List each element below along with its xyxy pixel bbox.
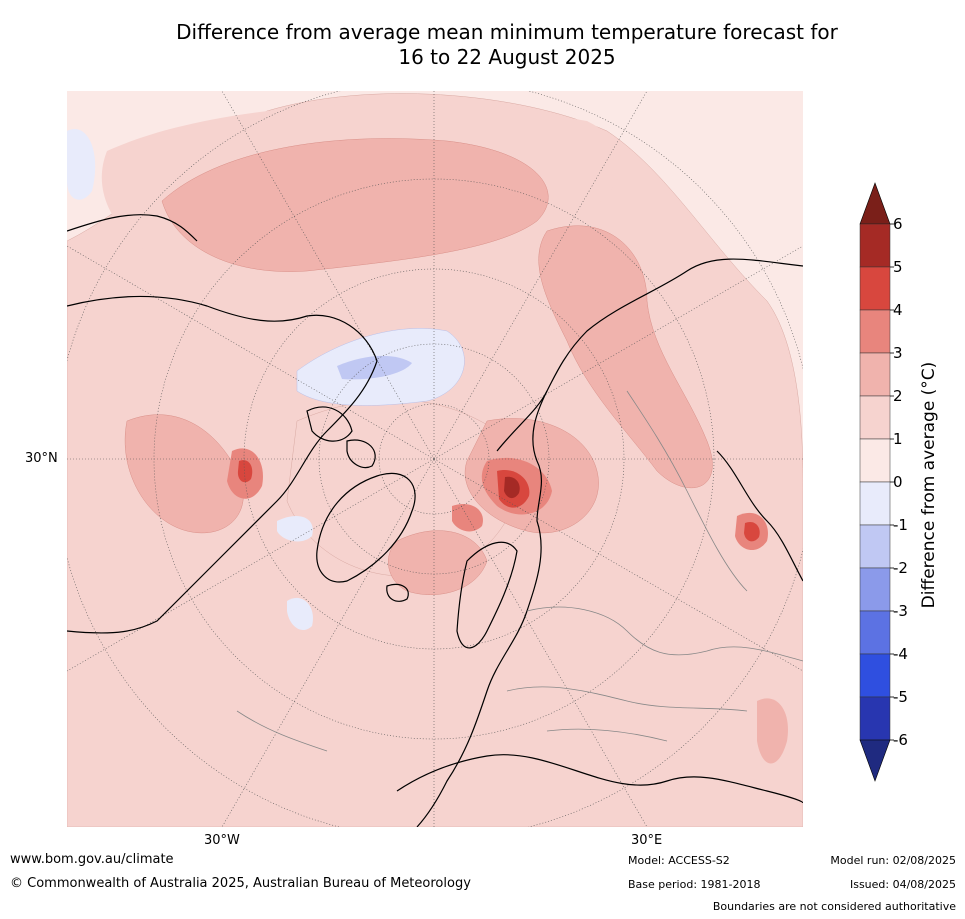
anomaly-band-4-5-b [744,521,760,542]
graticule [67,91,803,827]
lon-label-30w: 30°W [204,833,240,848]
anomaly-band-3-4-c [452,503,483,532]
colorbar-segment [859,223,891,268]
colorbar-segment [859,309,891,354]
anomaly-band-5-6 [504,476,520,499]
colorbar-tick-label: -5 [893,688,908,706]
colorbar-label: Difference from average (°C) [919,362,939,609]
colorbar-segment [859,567,891,612]
colorbar-tick-label: -6 [893,731,908,749]
lat-label-30n: 30°N [25,451,58,466]
disclaimer-text: Boundaries are not considered authoritat… [712,900,956,913]
colorbar-segment [859,696,891,741]
colorbar-tick-label: -3 [893,602,908,620]
anomaly-cool-e [277,516,313,542]
country-borders [236,390,803,752]
colorbar-segment [859,524,891,569]
lon-label-30e: 30°E [631,833,663,848]
colorbar-tick-label: 1 [893,430,903,448]
issued-text: Issued: 04/08/2025 [849,878,956,891]
colorbar-segment [859,395,891,440]
copyright-text: © Commonwealth of Australia 2025, Austra… [10,876,471,891]
colorbar-tick-label: -1 [893,516,908,534]
anomaly-band-4-5-c [237,460,253,483]
anomaly-band-2-3-b [538,225,713,488]
title-line-1: Difference from average mean minimum tem… [176,20,838,44]
colorbar-tick-label: -2 [893,559,908,577]
colorbar: 6 5 4 3 2 1 0 -1 -2 -3 -4 -5 -6 Difference from aver… [859,182,939,782]
title-line-2: 16 to 22 August 2025 [398,45,616,69]
colorbar-ticks: 6 5 4 3 2 1 0 -1 -2 -3 -4 -5 -6 [890,215,908,749]
colorbar-segment [859,610,891,655]
colorbar-tick-label: 3 [893,344,903,362]
map-title: Difference from average mean minimum tem… [67,20,947,70]
anomaly-band-2-3-e [388,530,488,595]
colorbar-tick-label: 6 [893,215,903,233]
colorbar-segment [859,481,891,526]
anomaly-cool-d [287,597,313,631]
coastlines [67,214,803,827]
anomaly-cool-c [67,129,96,200]
website-text: www.bom.gov.au/climate [10,852,174,867]
base-period-text: Base period: 1981-2018 [628,878,761,891]
colorbar-tick-label: 5 [893,258,903,276]
colorbar-segment [859,653,891,698]
colorbar-tick-label: 0 [893,473,903,491]
anomaly-band-2-3-a [161,138,549,272]
polar-map [67,91,803,827]
model-run-text: Model run: 02/08/2025 [830,854,956,867]
colorbar-over-triangle [859,182,891,225]
colorbar-tick-label: 4 [893,301,903,319]
model-text: Model: ACCESS-S2 [628,854,730,867]
colorbar-segment [859,438,891,483]
colorbar-tick-label: -4 [893,645,908,663]
anomaly-band-2-3-f [757,698,788,764]
colorbar-segments [859,182,891,782]
colorbar-under-triangle [859,739,891,782]
colorbar-tick-label: 2 [893,387,903,405]
colorbar-segment [859,352,891,397]
colorbar-segment [859,266,891,311]
